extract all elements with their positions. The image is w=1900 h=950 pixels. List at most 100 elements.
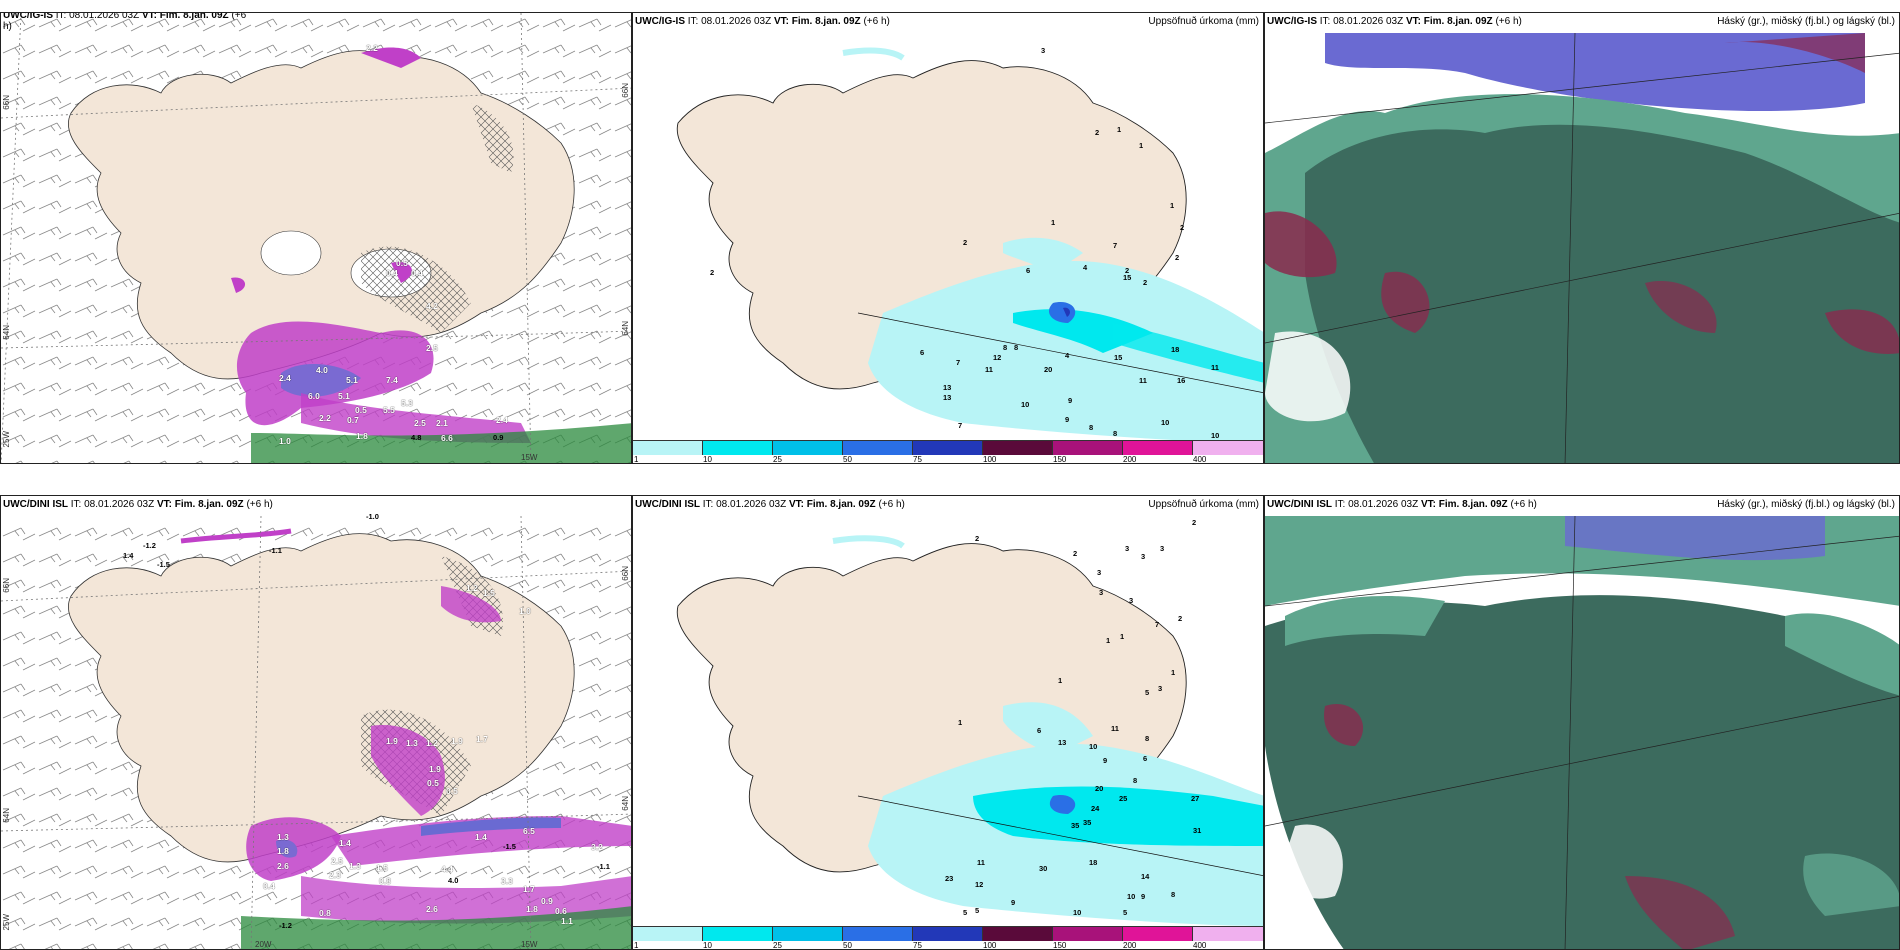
value-label: 8 bbox=[1014, 343, 1019, 352]
panel-legend-label: Háský (gr.), miðský (fj.bl.) og lágský (… bbox=[1717, 499, 1895, 510]
panel-bottom-mid-precip-map: UWC/DINI ISL IT: 08.01.2026 03Z VT: Fim.… bbox=[632, 495, 1264, 950]
lat-label: 64N bbox=[621, 796, 630, 811]
panel-legend-label: Uppsöfnuð úrkoma (mm) bbox=[1148, 499, 1259, 510]
lat-label: 66N bbox=[2, 95, 11, 110]
lon-label: 25W bbox=[2, 914, 11, 931]
value-label: 2 bbox=[710, 268, 715, 277]
map-canvas bbox=[1, 13, 631, 463]
colorbar-swatch bbox=[913, 441, 983, 455]
value-label: 11 bbox=[985, 365, 993, 374]
lat-label: 66N bbox=[2, 578, 11, 593]
panel-top-mid-precip-map: UWC/IG-IS IT: 08.01.2026 03Z VT: Fim. 8.… bbox=[632, 12, 1264, 464]
colorbar-swatch bbox=[1193, 927, 1263, 941]
map-canvas bbox=[1, 515, 631, 949]
colorbar-swatch bbox=[773, 927, 843, 941]
value-label: 20 bbox=[1095, 784, 1104, 793]
value-label: 1.7 bbox=[523, 884, 535, 894]
colorbar-tick: 10 bbox=[703, 455, 712, 464]
lon-label: 25W bbox=[2, 431, 11, 448]
panel-bottom-right-cloud-map: UWC/DINI ISL IT: 08.01.2026 03Z VT: Fim.… bbox=[1264, 495, 1900, 950]
value-label: -1.2 bbox=[279, 921, 292, 930]
panel-title: UWC/DINI ISL IT: 08.01.2026 03Z VT: Fim.… bbox=[635, 499, 905, 510]
value-label: 2 bbox=[1178, 614, 1183, 623]
value-label: 0.4 bbox=[386, 268, 398, 278]
value-label: 4.0 bbox=[448, 876, 459, 885]
value-label: 16 bbox=[1177, 376, 1186, 385]
value-label: 20 bbox=[1044, 365, 1053, 374]
value-label: 9 bbox=[1141, 892, 1146, 901]
colorbar-swatch bbox=[1193, 441, 1263, 455]
value-label: 3.2 bbox=[591, 842, 603, 852]
value-label: 4.4 bbox=[441, 864, 453, 874]
value-label: 0.5 bbox=[427, 778, 439, 788]
value-label: 1.8 bbox=[526, 904, 538, 914]
value-label: 1.4 bbox=[339, 838, 351, 848]
lat-label: 66N bbox=[621, 566, 630, 581]
value-label: 2 bbox=[1175, 253, 1180, 262]
value-label: 1 bbox=[1051, 218, 1056, 227]
value-label: 10 bbox=[1073, 908, 1082, 917]
value-label: 4.2 bbox=[426, 301, 438, 311]
value-label: 2 bbox=[975, 534, 980, 543]
value-label: 1.4 bbox=[123, 551, 134, 560]
colorbar-swatch bbox=[633, 441, 703, 455]
value-label: 15 bbox=[1114, 353, 1123, 362]
value-label: 24 bbox=[1091, 804, 1100, 813]
value-label: 14 bbox=[1141, 872, 1150, 881]
value-label: 0.5 bbox=[446, 786, 458, 796]
value-label: 2.4 bbox=[496, 415, 508, 425]
value-label: 12 bbox=[993, 353, 1002, 362]
value-label: 9 bbox=[1103, 756, 1108, 765]
value-label: 35 bbox=[1083, 818, 1092, 827]
value-label: 31 bbox=[1193, 826, 1202, 835]
value-label: 3 bbox=[1141, 552, 1146, 561]
lat-label: 66N bbox=[621, 83, 630, 98]
value-label: 2 bbox=[1180, 223, 1185, 232]
value-label: 1.8 bbox=[356, 431, 368, 441]
value-label: 18 bbox=[1171, 345, 1180, 354]
value-label: 0.8 bbox=[319, 908, 331, 918]
value-label: 3.3 bbox=[501, 876, 513, 886]
colorbar-tick: 50 bbox=[843, 941, 852, 950]
colorbar-tick: 50 bbox=[843, 455, 852, 464]
value-label: 2 bbox=[1143, 278, 1148, 287]
value-label: 9 bbox=[1065, 415, 1070, 424]
value-label: 8 bbox=[1145, 734, 1150, 743]
colorbar-tick: 1 bbox=[634, 455, 639, 464]
colorbar-tick: 150 bbox=[1053, 941, 1067, 950]
value-label: 10 bbox=[1211, 431, 1220, 440]
colorbar-tick: 75 bbox=[913, 455, 922, 464]
value-label: 10 bbox=[1089, 742, 1098, 751]
value-label: 1 bbox=[1170, 201, 1175, 210]
colorbar-swatch bbox=[843, 441, 913, 455]
value-label: 2.2 bbox=[366, 43, 378, 53]
value-label: 1 bbox=[1171, 668, 1176, 677]
value-label: 4 bbox=[1065, 351, 1070, 360]
colorbar-swatch bbox=[703, 927, 773, 941]
colorbar: 1 10 25 50 75 100 150 200 400 bbox=[633, 440, 1263, 463]
value-label: 1 bbox=[1120, 632, 1125, 641]
value-label: 3 bbox=[1041, 46, 1046, 55]
value-label: 8 bbox=[1171, 890, 1176, 899]
value-label: 0.4 bbox=[411, 268, 423, 278]
value-label: 7 bbox=[956, 358, 961, 367]
colorbar-swatch bbox=[983, 441, 1053, 455]
cloud-canvas bbox=[1265, 32, 1899, 463]
value-label: 1.2 bbox=[466, 583, 478, 593]
value-label: 0.9 bbox=[541, 896, 553, 906]
panel-legend-label: Háský (gr.), miðský (fj.bl.) og lágský (… bbox=[1717, 16, 1895, 27]
value-label: 5.1 bbox=[338, 391, 350, 401]
colorbar-swatch bbox=[1053, 927, 1123, 941]
value-label: 1.3 bbox=[277, 832, 289, 842]
value-label: 2.1 bbox=[436, 418, 448, 428]
value-label: 1.2 bbox=[426, 738, 438, 748]
value-label: 12 bbox=[975, 880, 984, 889]
value-label: -1.1 bbox=[269, 546, 282, 555]
panel-title: UWC/IG-IS IT: 08.01.2026 03Z VT: Fim. 8.… bbox=[635, 16, 890, 27]
value-label: 0.4 bbox=[263, 881, 275, 891]
value-label: -1.5 bbox=[157, 560, 170, 569]
value-label: 10 bbox=[1127, 892, 1136, 901]
value-label: 10 bbox=[1021, 400, 1030, 409]
panel-title: UWC/DINI ISL IT: 08.01.2026 03Z VT: Fim.… bbox=[1267, 499, 1537, 510]
value-label: 8 bbox=[1089, 423, 1094, 432]
